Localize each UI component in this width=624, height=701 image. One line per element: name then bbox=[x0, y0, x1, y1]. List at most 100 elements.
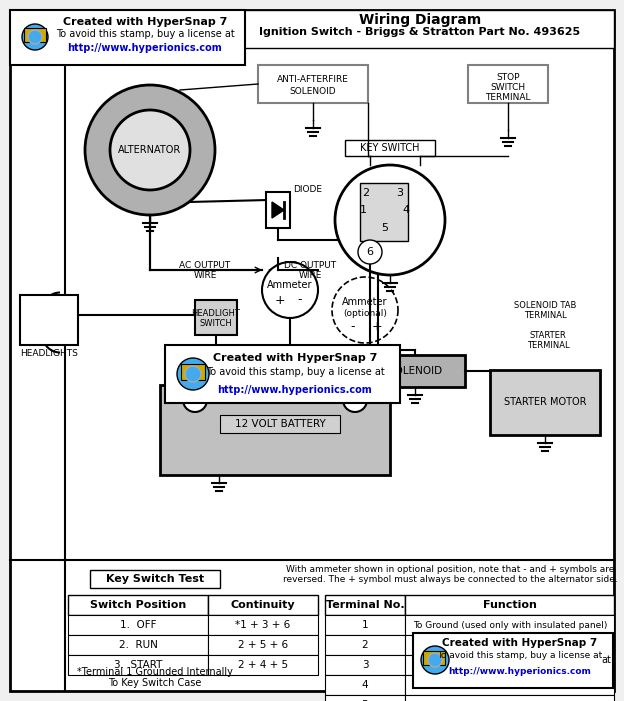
Circle shape bbox=[428, 653, 442, 667]
Circle shape bbox=[262, 262, 318, 318]
Text: Created with HyperSnap 7: Created with HyperSnap 7 bbox=[442, 638, 598, 648]
Bar bbox=[68, 635, 208, 655]
Text: To avoid this stamp, buy a license at: To avoid this stamp, buy a license at bbox=[206, 367, 384, 377]
Text: 4: 4 bbox=[402, 205, 409, 215]
Bar bbox=[360, 183, 408, 241]
Text: 12 VOLT BATTERY: 12 VOLT BATTERY bbox=[235, 419, 325, 429]
Circle shape bbox=[110, 110, 190, 190]
Text: AC OUTPUT: AC OUTPUT bbox=[179, 261, 231, 269]
Bar bbox=[365, 355, 465, 387]
Circle shape bbox=[85, 85, 215, 215]
Text: DC OUTPUT: DC OUTPUT bbox=[284, 261, 336, 269]
Bar bbox=[90, 570, 220, 588]
Circle shape bbox=[177, 358, 209, 390]
Text: TERMINAL: TERMINAL bbox=[527, 341, 569, 350]
Text: 4: 4 bbox=[362, 680, 368, 690]
Text: KEY SWITCH: KEY SWITCH bbox=[360, 143, 420, 153]
Bar bbox=[68, 595, 208, 615]
Bar bbox=[405, 655, 614, 675]
Text: Created with HyperSnap 7: Created with HyperSnap 7 bbox=[63, 17, 227, 27]
Circle shape bbox=[421, 646, 449, 674]
Bar bbox=[212, 378, 226, 388]
Text: Created with HyperSnap 7: Created with HyperSnap 7 bbox=[213, 353, 377, 363]
Bar bbox=[468, 65, 548, 103]
Bar bbox=[165, 345, 400, 403]
Text: 1.  OFF: 1. OFF bbox=[120, 620, 156, 630]
Text: ANTI-AFTERFIRE: ANTI-AFTERFIRE bbox=[277, 76, 349, 85]
Text: +: + bbox=[349, 393, 361, 407]
Text: 3: 3 bbox=[396, 188, 404, 198]
Text: +: + bbox=[372, 320, 383, 334]
Circle shape bbox=[183, 388, 207, 412]
Text: WIRE: WIRE bbox=[193, 271, 217, 280]
Text: http://www.hyperionics.com: http://www.hyperionics.com bbox=[67, 43, 222, 53]
Text: Ammeter: Ammeter bbox=[267, 280, 313, 290]
Text: STARTER: STARTER bbox=[530, 330, 567, 339]
Bar bbox=[490, 370, 600, 435]
Text: To avoid this stamp, buy a license at: To avoid this stamp, buy a license at bbox=[437, 651, 603, 660]
Bar bbox=[208, 655, 318, 675]
Text: at: at bbox=[601, 655, 611, 665]
Text: Ammeter: Ammeter bbox=[342, 297, 388, 307]
Text: reversed. The + symbol must always be connected to the alternator side.: reversed. The + symbol must always be co… bbox=[283, 576, 617, 585]
Bar bbox=[325, 655, 405, 675]
Bar bbox=[160, 385, 390, 475]
Text: 3.  START: 3. START bbox=[114, 660, 162, 670]
Text: To Ground (used only with insulated panel): To Ground (used only with insulated pane… bbox=[413, 620, 607, 629]
Text: +: + bbox=[275, 294, 285, 306]
Text: 2 + 5 + 6: 2 + 5 + 6 bbox=[238, 640, 288, 650]
Text: 3: 3 bbox=[362, 660, 368, 670]
Text: HEADLIGHTS: HEADLIGHTS bbox=[20, 348, 78, 358]
Bar bbox=[10, 10, 614, 48]
Text: -: - bbox=[298, 294, 302, 306]
Bar bbox=[266, 192, 290, 228]
Bar bbox=[68, 655, 208, 675]
Text: SOLENOID: SOLENOID bbox=[388, 366, 442, 376]
Circle shape bbox=[22, 24, 48, 50]
Bar bbox=[413, 633, 613, 688]
Text: -: - bbox=[193, 393, 197, 407]
Text: (optional): (optional) bbox=[343, 310, 387, 318]
Bar bbox=[325, 615, 405, 635]
Text: http://www.hyperionics.com: http://www.hyperionics.com bbox=[218, 385, 373, 395]
Bar bbox=[208, 635, 318, 655]
Bar bbox=[195, 300, 237, 335]
Bar bbox=[208, 595, 318, 615]
Bar bbox=[181, 364, 205, 380]
Bar bbox=[405, 695, 614, 701]
Text: 2.  RUN: 2. RUN bbox=[119, 640, 157, 650]
Bar bbox=[325, 675, 405, 695]
Text: To Carburetor Solenoid.: To Carburetor Solenoid. bbox=[413, 641, 519, 650]
Bar bbox=[325, 595, 405, 615]
Text: Switch Position: Switch Position bbox=[90, 600, 186, 610]
Bar bbox=[68, 615, 208, 635]
Bar bbox=[405, 595, 614, 615]
Bar bbox=[20, 295, 78, 345]
Text: http://www.hyperionics.com: http://www.hyperionics.com bbox=[449, 667, 592, 676]
Text: DIODE: DIODE bbox=[293, 186, 323, 194]
Text: Function: Function bbox=[483, 600, 537, 610]
Text: To avoid this stamp, buy a license at: To avoid this stamp, buy a license at bbox=[56, 29, 235, 39]
Bar bbox=[325, 695, 405, 701]
Text: To Key Switch Case: To Key Switch Case bbox=[109, 678, 202, 688]
Bar bbox=[405, 635, 614, 655]
Bar bbox=[405, 675, 614, 695]
Circle shape bbox=[343, 388, 367, 412]
Circle shape bbox=[335, 165, 445, 275]
Text: STARTER MOTOR: STARTER MOTOR bbox=[504, 397, 587, 407]
Text: 1: 1 bbox=[359, 205, 366, 215]
Bar bbox=[208, 615, 318, 635]
Text: *Terminal 1 Grounded Internally: *Terminal 1 Grounded Internally bbox=[77, 667, 233, 677]
Text: 1: 1 bbox=[362, 620, 368, 630]
Text: 5: 5 bbox=[381, 223, 389, 233]
Bar bbox=[405, 615, 614, 635]
Text: 5: 5 bbox=[362, 700, 368, 701]
Text: Ignition Switch - Briggs & Stratton Part No. 493625: Ignition Switch - Briggs & Stratton Part… bbox=[260, 27, 580, 37]
Text: SWITCH: SWITCH bbox=[200, 320, 232, 329]
Text: 2: 2 bbox=[362, 640, 368, 650]
Text: HEADLIGHT: HEADLIGHT bbox=[192, 310, 240, 318]
Bar bbox=[10, 10, 245, 65]
Bar bbox=[325, 635, 405, 655]
Text: Continuity: Continuity bbox=[231, 600, 295, 610]
Text: 2: 2 bbox=[363, 188, 369, 198]
